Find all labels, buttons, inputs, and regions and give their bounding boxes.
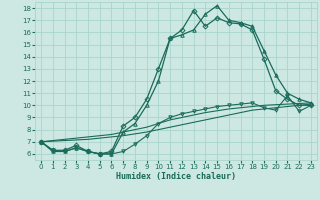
X-axis label: Humidex (Indice chaleur): Humidex (Indice chaleur) <box>116 172 236 181</box>
